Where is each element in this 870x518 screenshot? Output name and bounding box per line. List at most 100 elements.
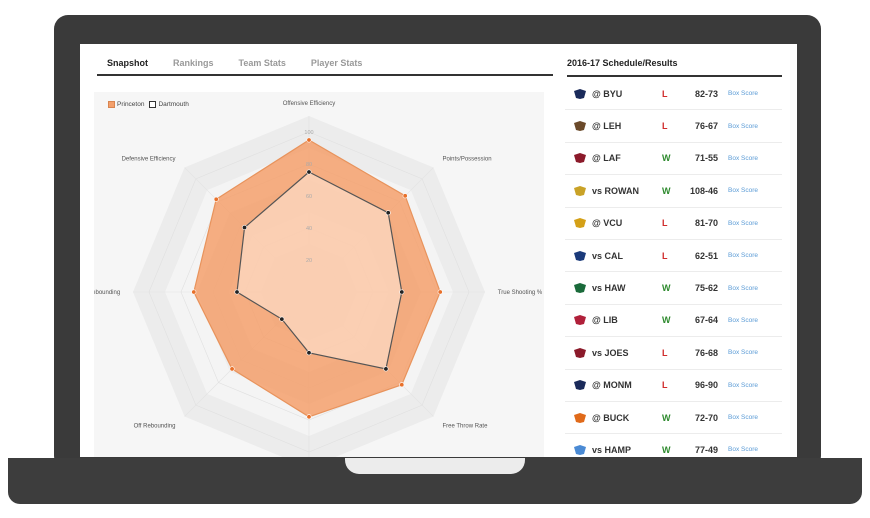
axis-label: Free Throw Rate xyxy=(443,424,489,430)
game-result: L xyxy=(662,121,668,132)
opponent-name: @ LEH xyxy=(592,121,622,132)
tab-bar: Snapshot Rankings Team Stats Player Stat… xyxy=(97,56,553,76)
snapshot-panel: Snapshot Rankings Team Stats Player Stat… xyxy=(80,44,553,457)
game-result: W xyxy=(662,444,671,455)
laptop-screen: Snapshot Rankings Team Stats Player Stat… xyxy=(80,44,797,457)
byu-logo-icon xyxy=(573,88,587,100)
monmouth-logo-icon xyxy=(573,379,587,391)
data-point-princeton[interactable] xyxy=(399,382,405,388)
tick-label: 80 xyxy=(306,162,312,168)
box-score-link[interactable]: Box Score xyxy=(728,90,758,98)
hawaii-logo-icon xyxy=(573,282,587,294)
legend-item-princeton[interactable]: Princeton xyxy=(108,101,144,108)
box-score-link[interactable]: Box Score xyxy=(728,446,758,454)
game-result: L xyxy=(662,218,668,229)
game-row: vs JOES L 76-68 Box Score xyxy=(565,337,782,370)
game-score: 62-51 xyxy=(694,250,718,261)
axis-label: Off Rebounding xyxy=(134,424,176,430)
data-point-princeton[interactable] xyxy=(306,137,312,143)
legend-label-dartmouth: Dartmouth xyxy=(158,101,189,108)
axis-label: True Shooting % xyxy=(498,290,543,296)
game-row: @ LAF W 71-55 Box Score xyxy=(565,143,782,176)
data-point-dartmouth[interactable] xyxy=(306,350,312,356)
opponent-name: @ VCU xyxy=(592,218,623,229)
opponent-name: @ MONM xyxy=(592,380,632,391)
box-score-link[interactable]: Box Score xyxy=(728,381,758,389)
data-point-princeton[interactable] xyxy=(402,193,408,199)
data-point-princeton[interactable] xyxy=(437,289,443,295)
schedule-panel: 2016-17 Schedule/Results @ BYU L 82-73 Box … xyxy=(565,44,797,457)
legend-item-dartmouth[interactable]: Dartmouth xyxy=(149,101,189,108)
opponent-name: @ LIB xyxy=(592,315,618,326)
game-row: vs ROWAN W 108-46 Box Score xyxy=(565,175,782,208)
box-score-link[interactable]: Box Score xyxy=(728,284,758,292)
game-row: @ LEH L 76-67 Box Score xyxy=(565,110,782,143)
axis-label: Def Rebounding xyxy=(94,290,120,296)
box-score-link[interactable]: Box Score xyxy=(728,316,758,324)
box-score-link[interactable]: Box Score xyxy=(728,349,758,357)
box-score-link[interactable]: Box Score xyxy=(728,122,758,130)
game-row: vs CAL L 62-51 Box Score xyxy=(565,240,782,273)
game-score: 76-68 xyxy=(694,347,718,358)
tick-label: 60 xyxy=(306,194,312,200)
game-score: 96-90 xyxy=(694,380,718,391)
radar-svg: 100 80 60 40 20 Offensive Efficiency Points/Po… xyxy=(94,101,543,457)
box-score-link[interactable]: Box Score xyxy=(728,414,758,422)
game-row: @ VCU L 81-70 Box Score xyxy=(565,208,782,240)
data-point-dartmouth[interactable] xyxy=(242,225,248,231)
data-point-dartmouth[interactable] xyxy=(383,366,389,372)
tab-player-stats[interactable]: Player Stats xyxy=(310,58,363,68)
legend-label-princeton: Princeton xyxy=(117,101,145,108)
tab-snapshot[interactable]: Snapshot xyxy=(107,58,149,68)
game-result: W xyxy=(662,315,671,326)
box-score-link[interactable]: Box Score xyxy=(728,187,758,195)
laptop-notch xyxy=(345,458,525,474)
tick-label: 100 xyxy=(304,130,313,136)
box-score-link[interactable]: Box Score xyxy=(728,154,758,162)
data-point-princeton[interactable] xyxy=(306,414,312,420)
data-point-princeton[interactable] xyxy=(229,366,235,372)
axis-label: Points/Possession xyxy=(443,156,492,162)
radar-chart: Princeton Dartmouth 100 80 60 40 20 Offensive… xyxy=(94,92,544,457)
vcu-logo-icon xyxy=(573,217,587,229)
opponent-name: vs HAW xyxy=(592,283,626,294)
tick-label: 20 xyxy=(306,258,312,264)
game-score: 67-64 xyxy=(694,315,718,326)
data-point-dartmouth[interactable] xyxy=(279,316,285,322)
chart-legend: Princeton Dartmouth xyxy=(108,101,194,108)
tick-label: 40 xyxy=(306,226,312,232)
opponent-name: vs CAL xyxy=(592,250,624,261)
box-score-link[interactable]: Box Score xyxy=(728,219,758,227)
bucknell-logo-icon xyxy=(573,412,587,424)
data-point-princeton[interactable] xyxy=(213,196,219,202)
data-point-dartmouth[interactable] xyxy=(306,169,312,175)
game-score: 72-70 xyxy=(694,412,718,423)
game-score: 75-62 xyxy=(694,283,718,294)
tab-team-stats[interactable]: Team Stats xyxy=(238,58,286,68)
game-result: L xyxy=(662,380,668,391)
opponent-name: @ BYU xyxy=(592,88,623,99)
game-result: W xyxy=(662,185,671,196)
axis-label: Defensive Efficiency xyxy=(122,156,176,162)
game-score: 82-73 xyxy=(694,88,718,99)
game-row: @ BUCK W 72-70 Box Score xyxy=(565,402,782,435)
saint-josephs-logo-icon xyxy=(573,347,587,359)
data-point-dartmouth[interactable] xyxy=(385,210,391,216)
opponent-name: vs JOES xyxy=(592,347,629,358)
data-point-dartmouth[interactable] xyxy=(234,289,240,295)
game-result: W xyxy=(662,283,671,294)
tab-rankings[interactable]: Rankings xyxy=(173,58,214,68)
data-point-princeton[interactable] xyxy=(191,289,197,295)
box-score-link[interactable]: Box Score xyxy=(728,252,758,260)
game-result: W xyxy=(662,153,671,164)
game-score: 77-49 xyxy=(694,444,718,455)
game-row: @ MONM L 96-90 Box Score xyxy=(565,370,782,402)
game-row: @ LIB W 67-64 Box Score xyxy=(565,305,782,338)
data-point-dartmouth[interactable] xyxy=(399,289,405,295)
game-score: 81-70 xyxy=(694,218,718,229)
game-row: vs HAMP W 77-49 Box Score xyxy=(565,434,782,457)
cal-logo-icon xyxy=(573,250,587,262)
game-score: 108-46 xyxy=(689,185,718,196)
opponent-name: vs ROWAN xyxy=(592,185,640,196)
princeton-swatch-icon xyxy=(108,101,115,108)
